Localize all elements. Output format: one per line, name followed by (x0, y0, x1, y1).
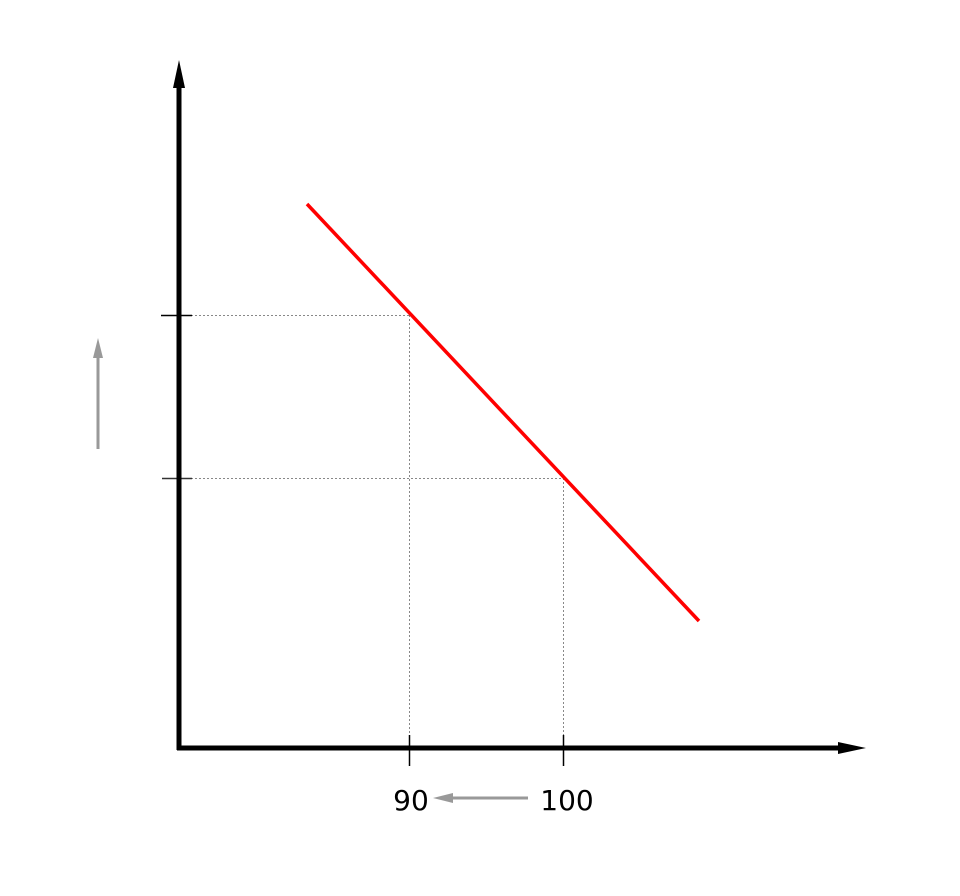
x-axis-arrow-icon (838, 742, 866, 754)
quantity-increase-arrow-icon (433, 793, 453, 803)
price-decrease-arrow-icon (93, 338, 103, 358)
x-tick-label-90: 90 (393, 784, 429, 817)
x-tick-label-100: 100 (540, 784, 593, 817)
demand-curve (305, 202, 701, 623)
y-axis-arrow-icon (173, 60, 185, 88)
